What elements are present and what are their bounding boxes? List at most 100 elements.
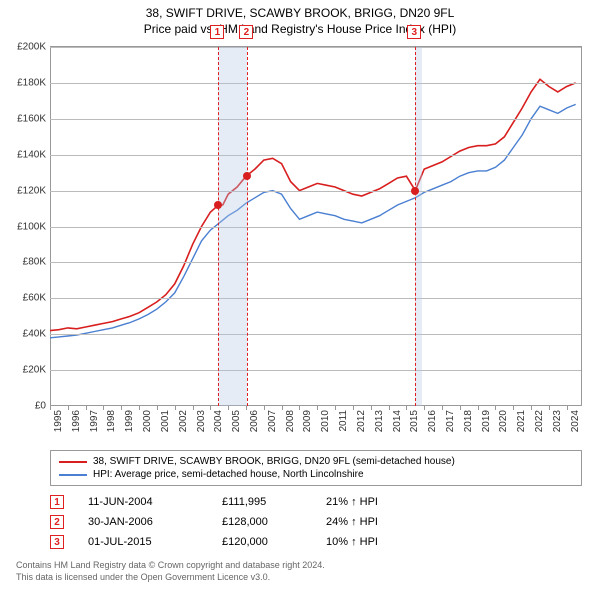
event-marker-point: [214, 201, 222, 209]
x-tick-label: 2013: [374, 410, 385, 432]
x-tick: [103, 406, 104, 410]
gridline: [50, 47, 581, 48]
shaded-range: [218, 47, 247, 406]
y-tick-label: £120K: [17, 185, 50, 196]
x-tick: [531, 406, 532, 410]
legend-row: 38, SWIFT DRIVE, SCAWBY BROOK, BRIGG, DN…: [59, 455, 573, 468]
series-line-property: [50, 79, 576, 330]
x-tick-label: 2020: [498, 410, 509, 432]
y-tick-label: £60K: [23, 293, 50, 304]
x-tick: [228, 406, 229, 410]
x-tick-label: 1995: [53, 410, 64, 432]
x-tick: [139, 406, 140, 410]
chart-plot-area: £0£20K£40K£60K£80K£100K£120K£140K£160K£1…: [50, 46, 582, 406]
event-marker-point: [411, 187, 419, 195]
gridline: [50, 227, 581, 228]
x-tick: [353, 406, 354, 410]
x-tick: [86, 406, 87, 410]
event-row: 3 01-JUL-2015 £120,000 10% ↑ HPI: [50, 532, 582, 552]
event-marker-line: [218, 47, 219, 406]
legend-box: 38, SWIFT DRIVE, SCAWBY BROOK, BRIGG, DN…: [50, 450, 582, 486]
x-tick-label: 2010: [320, 410, 331, 432]
x-tick-label: 2019: [481, 410, 492, 432]
gridline: [50, 119, 581, 120]
event-price: £128,000: [222, 516, 302, 528]
y-tick-label: £180K: [17, 77, 50, 88]
x-tick-label: 2000: [142, 410, 153, 432]
event-marker-badge: 3: [407, 25, 421, 39]
x-tick: [282, 406, 283, 410]
event-delta: 24% ↑ HPI: [326, 516, 378, 528]
event-price: £120,000: [222, 536, 302, 548]
event-marker-badge: 1: [210, 25, 224, 39]
x-tick-label: 2009: [302, 410, 313, 432]
x-tick: [478, 406, 479, 410]
event-number-badge: 2: [50, 515, 64, 529]
x-tick: [121, 406, 122, 410]
x-tick: [389, 406, 390, 410]
event-number-badge: 1: [50, 495, 64, 509]
event-row: 1 11-JUN-2004 £111,995 21% ↑ HPI: [50, 492, 582, 512]
footer-attribution: Contains HM Land Registry data © Crown c…: [16, 560, 582, 583]
x-tick: [371, 406, 372, 410]
gridline: [50, 334, 581, 335]
x-tick: [299, 406, 300, 410]
x-tick: [495, 406, 496, 410]
y-tick-label: £0: [35, 401, 50, 412]
x-tick: [442, 406, 443, 410]
x-tick: [193, 406, 194, 410]
event-delta: 21% ↑ HPI: [326, 496, 378, 508]
event-date: 11-JUN-2004: [88, 496, 198, 508]
event-number-badge: 3: [50, 535, 64, 549]
gridline: [50, 83, 581, 84]
x-tick-label: 2021: [516, 410, 527, 432]
x-tick: [513, 406, 514, 410]
events-table: 1 11-JUN-2004 £111,995 21% ↑ HPI 2 30-JAN-200…: [50, 492, 582, 552]
legend-label: 38, SWIFT DRIVE, SCAWBY BROOK, BRIGG, DN…: [93, 456, 455, 467]
x-tick-label: 2007: [267, 410, 278, 432]
x-tick-label: 2001: [160, 410, 171, 432]
x-tick-label: 2005: [231, 410, 242, 432]
x-tick-label: 1999: [124, 410, 135, 432]
x-tick-label: 1996: [71, 410, 82, 432]
event-date: 01-JUL-2015: [88, 536, 198, 548]
x-tick: [549, 406, 550, 410]
x-tick-label: 1998: [106, 410, 117, 432]
x-tick: [317, 406, 318, 410]
x-tick-label: 2011: [338, 410, 349, 432]
event-marker-line: [247, 47, 248, 406]
y-tick-label: £100K: [17, 221, 50, 232]
x-tick: [157, 406, 158, 410]
x-tick: [335, 406, 336, 410]
x-tick: [68, 406, 69, 410]
event-price: £111,995: [222, 496, 302, 508]
x-tick: [50, 406, 51, 410]
event-marker-line: [415, 47, 416, 406]
x-axis-labels: 1995199619971998199920002001200220032004…: [50, 406, 582, 446]
event-marker-badge: 2: [239, 25, 253, 39]
x-tick-label: 2008: [285, 410, 296, 432]
x-tick: [406, 406, 407, 410]
chart-container: 38, SWIFT DRIVE, SCAWBY BROOK, BRIGG, DN…: [0, 0, 600, 590]
title-address: 38, SWIFT DRIVE, SCAWBY BROOK, BRIGG, DN…: [0, 6, 600, 20]
title-subtitle: Price paid vs. HM Land Registry's House …: [0, 22, 600, 36]
title-block: 38, SWIFT DRIVE, SCAWBY BROOK, BRIGG, DN…: [0, 0, 600, 36]
gridline: [50, 155, 581, 156]
event-row: 2 30-JAN-2006 £128,000 24% ↑ HPI: [50, 512, 582, 532]
event-marker-point: [243, 172, 251, 180]
gridline: [50, 262, 581, 263]
x-tick-label: 2014: [392, 410, 403, 432]
x-tick-label: 2023: [552, 410, 563, 432]
event-date: 30-JAN-2006: [88, 516, 198, 528]
x-tick-label: 1997: [89, 410, 100, 432]
event-delta: 10% ↑ HPI: [326, 536, 378, 548]
x-tick: [424, 406, 425, 410]
x-tick-label: 2002: [178, 410, 189, 432]
legend-row: HPI: Average price, semi-detached house,…: [59, 468, 573, 481]
x-tick: [264, 406, 265, 410]
gridline: [50, 370, 581, 371]
x-tick: [246, 406, 247, 410]
x-tick-label: 2004: [213, 410, 224, 432]
y-tick-label: £80K: [23, 257, 50, 268]
y-tick-label: £20K: [23, 365, 50, 376]
